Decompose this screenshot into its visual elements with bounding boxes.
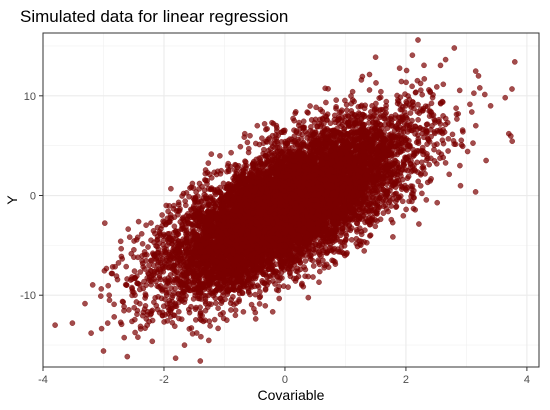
data-point	[467, 101, 473, 108]
data-point	[403, 79, 409, 86]
data-point	[119, 256, 125, 262]
data-point	[454, 116, 460, 122]
data-point	[89, 282, 96, 288]
data-point	[415, 117, 421, 123]
data-point	[407, 110, 414, 116]
data-point	[175, 199, 182, 206]
data-point	[398, 78, 405, 85]
data-point	[123, 263, 129, 270]
data-point	[349, 88, 356, 95]
data-point	[102, 220, 108, 226]
data-point	[404, 175, 411, 181]
data-point	[305, 294, 312, 301]
data-point	[185, 306, 192, 313]
data-point	[148, 220, 154, 226]
data-point	[285, 284, 291, 290]
data-point	[316, 268, 323, 275]
data-point	[109, 264, 116, 270]
data-point	[410, 205, 417, 212]
data-point	[472, 68, 479, 74]
data-point	[415, 101, 421, 108]
data-point	[366, 87, 373, 93]
data-point	[111, 301, 117, 308]
data-point	[217, 152, 223, 159]
data-point	[241, 130, 248, 137]
data-point	[126, 234, 133, 240]
data-point	[232, 312, 239, 319]
data-point	[421, 76, 428, 82]
data-point	[458, 137, 465, 144]
data-point	[269, 308, 276, 315]
data-point	[309, 257, 316, 264]
data-point	[442, 160, 449, 166]
data-point	[472, 122, 479, 129]
data-point	[316, 279, 322, 286]
data-point	[131, 268, 138, 274]
data-point	[342, 97, 348, 104]
data-point	[145, 244, 151, 250]
data-points	[52, 37, 518, 364]
data-point	[440, 140, 447, 147]
data-point	[276, 295, 283, 302]
data-point	[132, 329, 138, 336]
data-point	[168, 185, 174, 192]
data-point	[245, 149, 252, 156]
data-point	[106, 292, 112, 299]
data-point	[98, 325, 105, 332]
data-point	[82, 300, 88, 307]
data-point	[176, 315, 182, 322]
data-point	[440, 113, 446, 119]
data-point	[163, 202, 169, 209]
data-point	[175, 308, 182, 315]
data-point	[237, 143, 244, 150]
data-point	[445, 148, 451, 154]
data-point	[169, 319, 176, 326]
data-point	[205, 160, 212, 166]
data-point	[215, 305, 221, 312]
data-point	[402, 91, 408, 97]
data-point	[149, 338, 156, 345]
data-point	[472, 189, 479, 195]
data-point	[207, 323, 213, 329]
data-point	[181, 342, 188, 348]
data-point	[124, 353, 131, 360]
data-point	[104, 320, 111, 326]
data-point	[114, 276, 121, 283]
data-point	[137, 269, 144, 275]
data-point	[141, 266, 148, 272]
data-point	[126, 307, 132, 313]
data-point	[261, 121, 268, 127]
data-point	[252, 316, 259, 322]
data-point	[142, 292, 149, 299]
data-point	[396, 65, 403, 71]
data-point	[227, 300, 234, 307]
data-point	[476, 85, 483, 91]
data-point	[135, 218, 142, 225]
data-point	[88, 330, 94, 336]
data-point	[333, 97, 340, 103]
data-point	[373, 80, 379, 86]
data-point	[307, 103, 313, 109]
data-point	[456, 87, 463, 94]
data-point	[186, 326, 193, 332]
data-point	[468, 109, 475, 115]
data-point	[228, 307, 234, 313]
data-point	[423, 197, 430, 203]
data-point	[211, 316, 218, 323]
data-point	[111, 314, 117, 320]
data-point	[257, 288, 263, 295]
data-point	[302, 258, 309, 264]
data-point	[117, 238, 124, 245]
data-point	[118, 245, 124, 252]
chart-title: Simulated data for linear regression	[20, 7, 288, 26]
